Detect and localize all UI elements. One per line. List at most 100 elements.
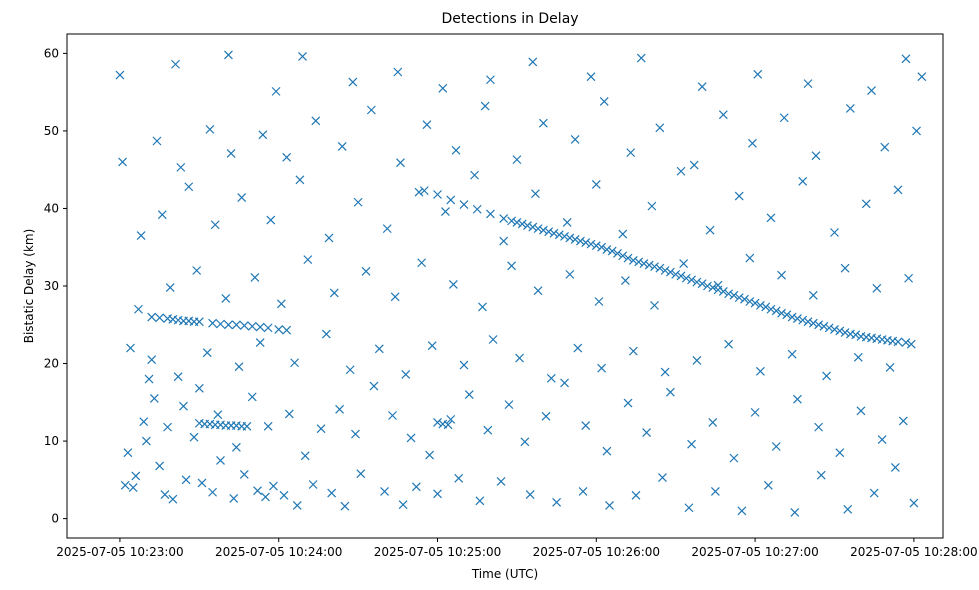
detection-marker xyxy=(618,229,628,239)
detection-marker xyxy=(586,72,596,82)
detection-marker xyxy=(472,204,482,214)
detection-marker xyxy=(141,436,151,446)
detection-marker xyxy=(486,209,495,219)
detection-marker xyxy=(642,428,652,437)
detection-marker xyxy=(168,494,178,504)
detection-marker xyxy=(763,480,773,490)
detection-marker xyxy=(779,113,789,123)
detection-marker xyxy=(366,105,376,115)
detection-marker xyxy=(139,417,149,427)
detection-marker xyxy=(681,273,691,283)
detection-marker xyxy=(205,124,215,134)
detection-marker xyxy=(448,280,458,289)
detection-marker xyxy=(255,322,265,332)
detection-marker xyxy=(361,266,371,276)
detection-marker xyxy=(724,289,734,299)
detection-marker xyxy=(184,182,194,192)
detection-marker xyxy=(660,266,670,275)
detection-marker xyxy=(147,312,157,322)
detection-marker xyxy=(724,339,734,349)
detection-marker xyxy=(478,302,487,312)
detection-marker xyxy=(793,314,802,323)
detection-marker xyxy=(224,50,233,60)
detection-marker xyxy=(401,369,411,379)
detection-marker xyxy=(607,246,617,256)
detection-marker xyxy=(258,130,268,140)
detection-marker xyxy=(546,373,556,383)
detection-marker xyxy=(155,461,165,471)
detection-marker xyxy=(237,193,247,203)
detection-marker xyxy=(869,488,879,498)
y-tick-label: 40 xyxy=(44,201,59,215)
detection-marker xyxy=(380,487,390,496)
detection-marker xyxy=(152,136,162,146)
detection-marker xyxy=(576,236,585,246)
detection-marker xyxy=(705,225,715,235)
detection-marker xyxy=(340,501,350,511)
detection-marker xyxy=(771,442,781,451)
x-axis-label: Time (UTC) xyxy=(471,567,538,581)
detection-marker xyxy=(128,483,138,493)
detection-marker xyxy=(197,478,207,488)
detection-marker xyxy=(216,319,225,329)
detection-marker xyxy=(499,236,509,246)
y-axis-ticks: 0 10 20 30 40 50 60 xyxy=(44,46,67,526)
detection-marker xyxy=(276,299,286,309)
detection-marker xyxy=(255,338,265,348)
detection-marker xyxy=(525,490,535,500)
detection-marker xyxy=(253,486,262,496)
detection-marker xyxy=(803,79,813,89)
detection-marker xyxy=(515,353,524,363)
detection-marker xyxy=(224,320,233,330)
detection-marker xyxy=(623,398,633,408)
detection-marker xyxy=(247,321,257,331)
detection-marker xyxy=(438,83,448,93)
detection-marker xyxy=(843,504,853,514)
detection-marker xyxy=(176,162,186,172)
detection-marker xyxy=(398,500,408,510)
detection-marker xyxy=(811,151,821,161)
detection-marker xyxy=(282,152,292,162)
detection-marker xyxy=(239,469,249,479)
detection-marker xyxy=(523,221,532,230)
y-tick-label: 50 xyxy=(44,124,59,138)
detection-marker xyxy=(803,317,813,327)
detection-marker xyxy=(830,228,839,237)
detection-marker xyxy=(441,207,450,216)
detection-marker xyxy=(528,222,538,232)
detection-marker xyxy=(274,324,284,334)
detection-marker xyxy=(271,86,281,96)
detection-marker xyxy=(814,422,824,432)
chart-title: Detections in Delay xyxy=(441,11,578,27)
detection-marker xyxy=(867,86,876,96)
detection-marker xyxy=(279,490,289,500)
detection-marker xyxy=(634,257,644,267)
detection-marker xyxy=(917,72,927,82)
detection-marker xyxy=(901,338,911,348)
detection-marker xyxy=(628,255,638,265)
detection-marker xyxy=(906,339,916,349)
detection-marker xyxy=(356,469,366,479)
detection-marker xyxy=(284,409,294,419)
detection-marker xyxy=(644,260,654,270)
y-tick-label: 60 xyxy=(44,46,59,60)
detection-marker xyxy=(120,480,130,490)
detection-marker xyxy=(520,437,530,447)
detection-marker xyxy=(499,214,509,223)
detection-marker xyxy=(676,271,686,281)
detection-marker xyxy=(845,104,855,113)
detection-marker xyxy=(517,219,527,229)
detection-marker xyxy=(451,145,461,155)
detection-marker xyxy=(433,190,442,199)
detection-marker xyxy=(605,501,614,510)
detection-marker xyxy=(877,435,887,444)
detection-marker xyxy=(623,253,633,263)
detection-marker xyxy=(234,362,244,372)
detection-marker xyxy=(830,324,839,334)
detection-marker xyxy=(382,224,392,234)
detection-marker xyxy=(337,142,347,151)
detection-marker xyxy=(411,482,421,492)
detection-marker xyxy=(393,67,403,77)
y-tick-label: 20 xyxy=(44,357,59,371)
